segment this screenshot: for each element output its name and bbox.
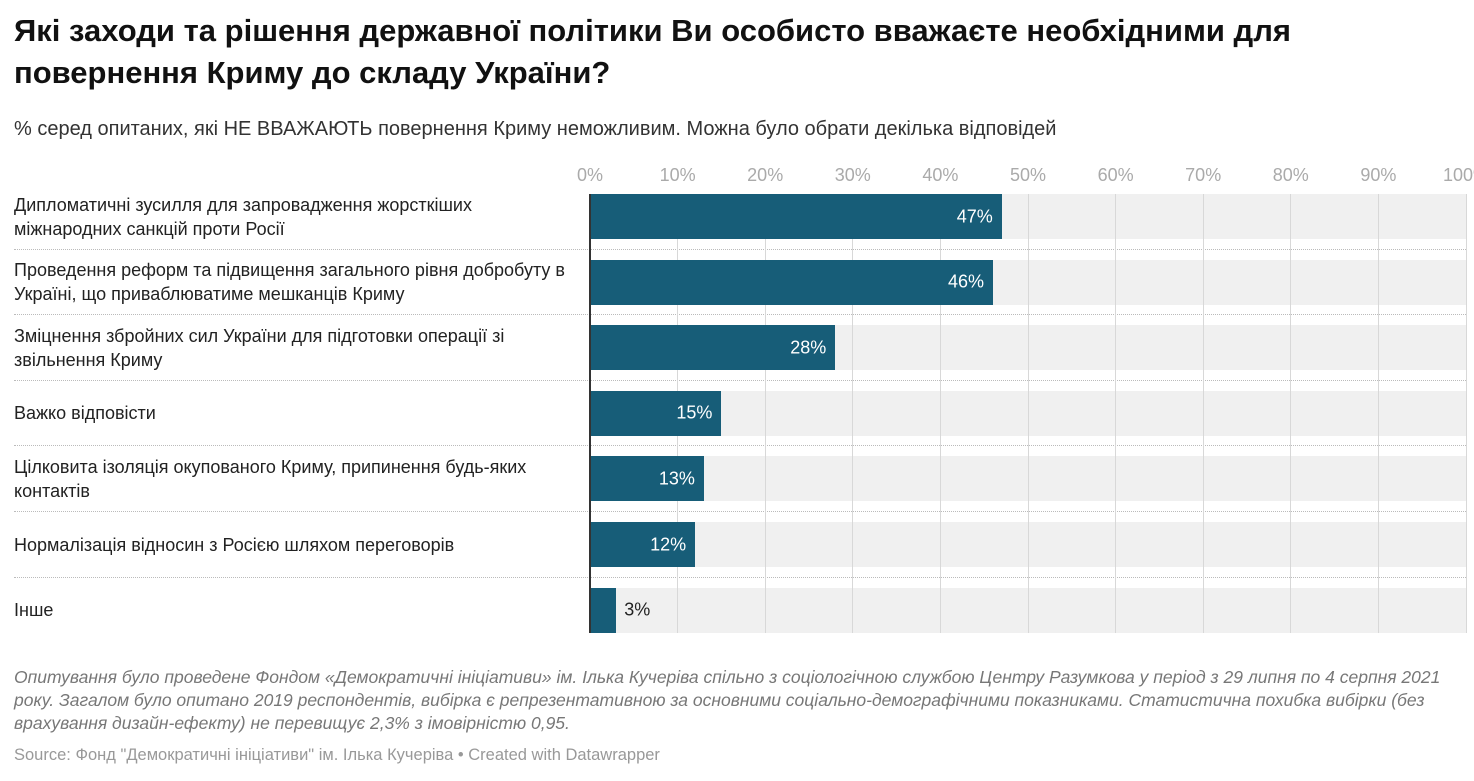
x-tick-label: 10% [659, 165, 696, 185]
bar [590, 259, 993, 305]
bar [590, 194, 1002, 239]
grid-line [1290, 194, 1292, 633]
value-label: 47% [956, 206, 993, 226]
chart-title: Які заходи та рішення державної політики… [14, 13, 1292, 90]
x-tick-label: 20% [747, 165, 784, 185]
grid-line [764, 194, 766, 633]
category-label: Проведення реформ та підвищення загально… [14, 260, 565, 305]
grid-line [1465, 194, 1467, 633]
category-label: Інше [14, 600, 54, 621]
value-label: 46% [947, 271, 984, 292]
x-tick-label: 100% [1442, 165, 1474, 185]
category-label: Дипломатичні зусилля для запровадження ж… [14, 194, 472, 239]
bar [590, 325, 836, 371]
grid-line [1115, 194, 1117, 633]
category-label: Нормалізація відносин з Росією шляхом пе… [14, 534, 455, 555]
x-tick-label: 80% [1272, 165, 1309, 185]
bar [590, 587, 617, 633]
row-separator [14, 511, 1466, 512]
row-separator [14, 379, 1466, 381]
grid-line [939, 194, 941, 633]
grid-line [1027, 194, 1029, 633]
row-separator [14, 248, 1466, 250]
x-tick-label: 30% [834, 165, 871, 185]
value-label: 13% [658, 468, 695, 489]
grid-line [1377, 194, 1379, 633]
x-tick-label: 70% [1185, 165, 1222, 185]
grid-line [1202, 194, 1204, 633]
note: Опитування було проведене Фондом «Демокр… [14, 667, 1441, 733]
category-label: Цілковита ізоляція окупованого Криму, пр… [14, 456, 527, 501]
value-label: 15% [676, 402, 713, 423]
bar [590, 456, 704, 502]
category-label: Зміцнення збройних сил України для підго… [14, 325, 505, 370]
x-tick-label: 40% [922, 165, 959, 185]
axis-line [589, 194, 591, 633]
x-tick-label: 90% [1360, 165, 1397, 185]
row-separator [14, 445, 1466, 447]
value-label: 28% [790, 337, 827, 358]
bar [590, 522, 696, 567]
row-separator [14, 576, 1466, 578]
value-label: 3% [624, 599, 651, 620]
chart-subtitle: % серед опитаних, які НЕ ВВАЖАЮТЬ поверн… [14, 118, 1057, 140]
x-tick-label: 0% [576, 165, 604, 185]
x-tick-label: 60% [1097, 165, 1134, 185]
grid-line [852, 194, 854, 633]
category-label: Важко відповісти [14, 403, 156, 424]
value-label: 12% [650, 534, 687, 554]
source: Source: Фонд "Демократичні ініціативи" і… [14, 746, 660, 764]
x-tick-label: 50% [1009, 165, 1047, 185]
bar [590, 390, 722, 436]
row-separator [14, 314, 1466, 316]
